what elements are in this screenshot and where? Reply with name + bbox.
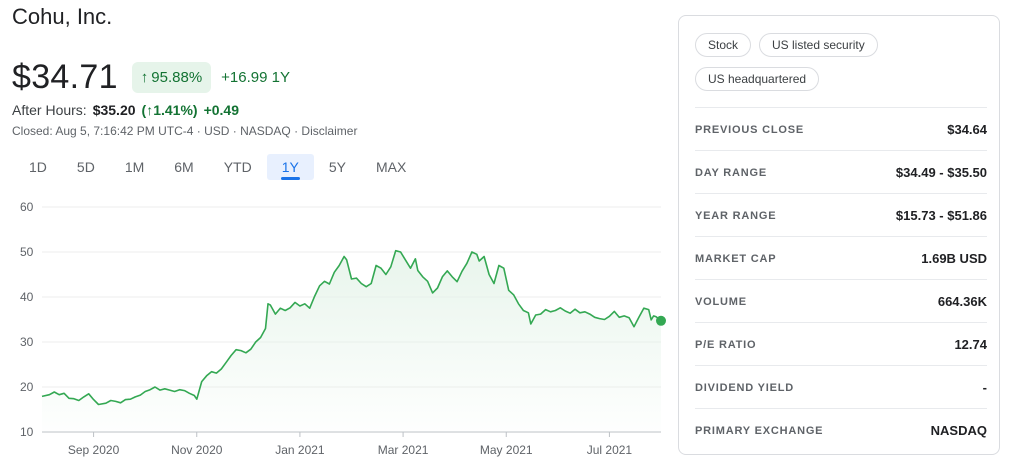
after-hours-percent: (↑1.41%) bbox=[141, 102, 198, 118]
current-price-marker bbox=[656, 315, 666, 326]
x-tick-label: Nov 2020 bbox=[171, 443, 223, 457]
stat-label: YEAR RANGE bbox=[695, 209, 777, 222]
stat-label: P/E RATIO bbox=[695, 338, 757, 351]
stat-value: $34.64 bbox=[947, 122, 987, 137]
range-button-ytd[interactable]: YTD bbox=[223, 159, 252, 175]
stat-row-year-range: YEAR RANGE $15.73 - $51.86 bbox=[695, 193, 987, 237]
range-button-1m[interactable]: 1M bbox=[124, 159, 145, 175]
stat-label: PRIMARY EXCHANGE bbox=[695, 424, 824, 437]
y-tick-label-60: 60 bbox=[20, 200, 34, 214]
price-chart: 60 50 40 30 20 10 Sep 2020 Nov 2020 Jan 2021 Mar … bbox=[20, 200, 666, 457]
stat-row-volume: VOLUME 664.36K bbox=[695, 279, 987, 323]
x-tick-label: May 2021 bbox=[480, 443, 533, 457]
arrow-up-icon: ↑ bbox=[140, 68, 149, 86]
y-tick-label-50: 50 bbox=[20, 245, 34, 259]
stat-label: VOLUME bbox=[695, 295, 747, 308]
stat-row-p-e-ratio: P/E RATIO 12.74 bbox=[695, 322, 987, 366]
stat-row-primary-exchange: PRIMARY EXCHANGE NASDAQ bbox=[695, 408, 987, 452]
stat-value: 664.36K bbox=[937, 294, 987, 309]
price-line bbox=[41, 249, 662, 406]
range-button-5y[interactable]: 5Y bbox=[328, 159, 346, 175]
range-button-max[interactable]: MAX bbox=[375, 159, 407, 175]
range-button-5d[interactable]: 5D bbox=[76, 159, 95, 175]
tag-chip-stock[interactable]: Stock bbox=[695, 33, 752, 57]
stat-value: $34.49 - $35.50 bbox=[895, 165, 987, 180]
after-hours-change: +0.49 bbox=[203, 102, 239, 118]
stat-value: 1.69B USD bbox=[921, 251, 987, 266]
y-tick-label-10: 10 bbox=[20, 425, 34, 439]
x-tick-label: Mar 2021 bbox=[378, 443, 429, 457]
after-hours-row: After Hours: $35.20 (↑1.41%) +0.49 bbox=[12, 102, 239, 118]
y-tick-label-40: 40 bbox=[20, 290, 34, 304]
tag-chip-us-headquartered[interactable]: US headquartered bbox=[695, 67, 820, 91]
stat-label: MARKET CAP bbox=[695, 252, 777, 265]
price-row: $34.71 ↑ 95.88% +16.99 1Y bbox=[12, 58, 290, 96]
percent-change-badge: ↑ 95.88% bbox=[131, 61, 212, 93]
stat-row-day-range: DAY RANGE $34.49 - $35.50 bbox=[695, 150, 987, 194]
time-range-selector: 1D 5D 1M 6M YTD 1Y 5Y MAX bbox=[14, 154, 421, 180]
stat-value: - bbox=[982, 380, 987, 395]
y-tick-label-30: 30 bbox=[20, 335, 34, 349]
stat-value: $15.73 - $51.86 bbox=[895, 208, 987, 223]
y-tick-label-20: 20 bbox=[20, 380, 34, 394]
stat-label: DIVIDEND YIELD bbox=[695, 381, 795, 394]
x-tick-label: Sep 2020 bbox=[68, 443, 120, 457]
current-price: $34.71 bbox=[12, 57, 118, 96]
x-tick-label: Jul 2021 bbox=[587, 443, 633, 457]
stats-panel: Stock US listed security US headquartere… bbox=[678, 15, 1000, 455]
stat-label: DAY RANGE bbox=[695, 166, 767, 179]
closed-info: Closed: Aug 5, 7:16:42 PM UTC-4 · USD · … bbox=[12, 124, 358, 138]
stat-value: NASDAQ bbox=[930, 423, 987, 438]
stat-row-previous-close: PREVIOUS CLOSE $34.64 bbox=[695, 107, 987, 151]
company-name: Cohu, Inc. bbox=[12, 4, 113, 29]
range-button-6m[interactable]: 6M bbox=[174, 159, 194, 175]
tag-chip-us-listed-security[interactable]: US listed security bbox=[759, 33, 878, 57]
price-area-fill bbox=[42, 250, 661, 432]
range-button-1y[interactable]: 1Y bbox=[266, 154, 314, 180]
stat-value: 12.74 bbox=[954, 337, 987, 352]
x-tick-label: Jan 2021 bbox=[275, 443, 325, 457]
percent-change-value: 95.88% bbox=[151, 68, 203, 86]
after-hours-label: After Hours: bbox=[12, 102, 87, 118]
after-hours-price: $35.20 bbox=[92, 102, 136, 118]
absolute-change: +16.99 1Y bbox=[221, 68, 290, 86]
stat-label: PREVIOUS CLOSE bbox=[695, 123, 804, 136]
stat-row-dividend-yield: DIVIDEND YIELD - bbox=[695, 365, 987, 409]
range-button-1d[interactable]: 1D bbox=[29, 159, 47, 175]
stat-row-market-cap: MARKET CAP 1.69B USD bbox=[695, 236, 987, 280]
